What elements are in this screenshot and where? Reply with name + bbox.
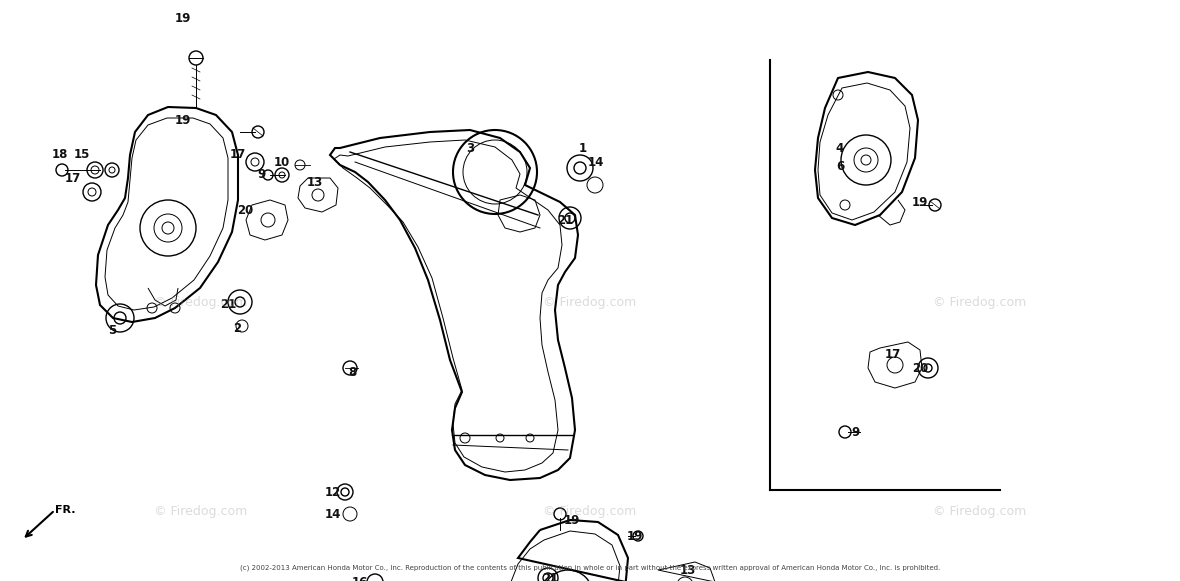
- Text: © Firedog.com: © Firedog.com: [932, 505, 1027, 518]
- Text: 4: 4: [835, 142, 844, 155]
- Text: FR.: FR.: [55, 505, 76, 515]
- Text: 19: 19: [175, 113, 191, 127]
- Text: 14: 14: [324, 507, 341, 521]
- Text: 17: 17: [230, 149, 247, 162]
- Text: 19: 19: [564, 514, 581, 526]
- Text: 18: 18: [52, 149, 68, 162]
- Text: © Firedog.com: © Firedog.com: [543, 296, 637, 309]
- Text: 20: 20: [237, 203, 254, 217]
- Text: 6: 6: [835, 160, 844, 173]
- Text: 13: 13: [307, 175, 323, 188]
- Text: 9: 9: [258, 168, 267, 181]
- Text: 5: 5: [107, 324, 116, 336]
- Text: 20: 20: [912, 361, 929, 375]
- Text: 21: 21: [542, 572, 558, 581]
- Text: (c) 2002-2013 American Honda Motor Co., Inc. Reproduction of the contents of thi: (c) 2002-2013 American Honda Motor Co., …: [240, 565, 940, 571]
- Text: 17: 17: [885, 349, 902, 361]
- Text: © Firedog.com: © Firedog.com: [153, 296, 248, 309]
- Text: 2: 2: [232, 321, 241, 335]
- Text: 9: 9: [852, 425, 860, 439]
- Text: 8: 8: [348, 365, 356, 378]
- Text: © Firedog.com: © Firedog.com: [153, 505, 248, 518]
- Text: 12: 12: [324, 486, 341, 498]
- Text: 16: 16: [352, 576, 368, 581]
- Text: 21: 21: [219, 299, 236, 311]
- Text: 1: 1: [579, 142, 588, 155]
- Text: 19: 19: [175, 12, 191, 24]
- Text: 19: 19: [912, 195, 929, 209]
- Text: 15: 15: [74, 149, 90, 162]
- Text: © Firedog.com: © Firedog.com: [543, 505, 637, 518]
- Text: 17: 17: [65, 171, 81, 185]
- Text: 21: 21: [557, 213, 573, 227]
- Text: © Firedog.com: © Firedog.com: [932, 296, 1027, 309]
- Text: 10: 10: [274, 156, 290, 168]
- Text: 13: 13: [680, 564, 696, 576]
- Text: 19: 19: [627, 529, 643, 543]
- Text: 14: 14: [588, 156, 604, 168]
- Text: 3: 3: [466, 142, 474, 155]
